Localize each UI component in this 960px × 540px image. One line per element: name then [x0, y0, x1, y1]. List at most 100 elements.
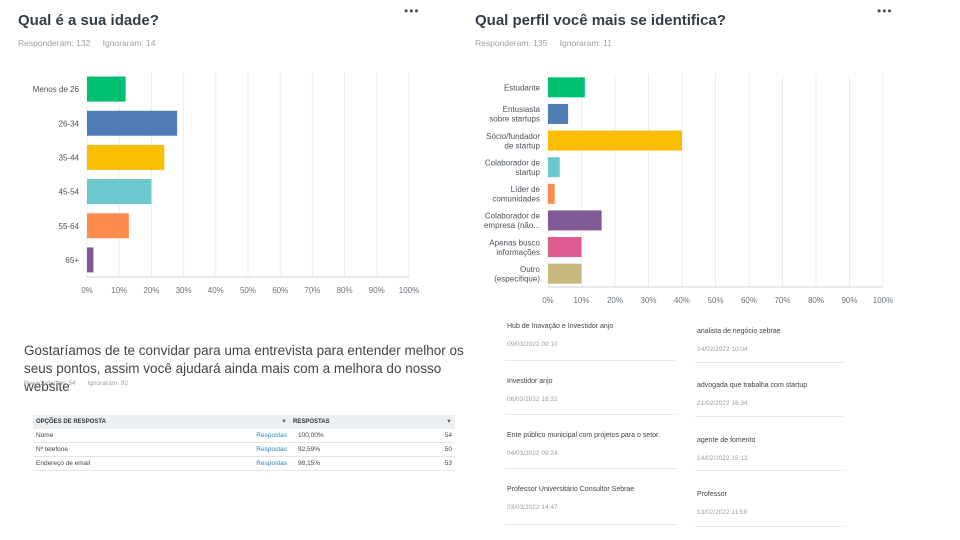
row-percent: 100,00%: [290, 429, 412, 443]
x-tick-label: 70%: [774, 296, 790, 305]
sort-caret-down-icon[interactable]: ▼: [446, 419, 452, 425]
x-tick-label: 0%: [542, 296, 554, 305]
x-tick-label: 100%: [873, 296, 893, 305]
age-chart-grid: [86, 72, 410, 278]
bar: [87, 213, 129, 239]
table-row: Nome Respostas 100,00% 54: [33, 429, 455, 443]
category-label: Sócio/fundador: [486, 132, 540, 141]
header-responses-label: RESPOSTAS: [293, 419, 330, 425]
x-tick-label: 90%: [841, 296, 857, 305]
x-tick-label: 60%: [741, 296, 757, 305]
q1-more-options-icon[interactable]: •••: [404, 4, 420, 18]
x-tick-label: 30%: [640, 296, 656, 305]
q1-title: Qual é a sua idade?: [18, 12, 159, 29]
response-divider: [695, 362, 845, 363]
x-tick-label: 80%: [337, 286, 353, 295]
q3-answered: Responderam: 54: [24, 380, 76, 387]
age-chart-x-ticks: 0% 10% 20% 30% 40% 50% 60% 70% 80% 90% 100%: [81, 286, 419, 295]
category-label: Líder de: [511, 185, 541, 194]
category-label: informações: [496, 248, 540, 257]
bar: [548, 130, 682, 151]
row-responses-link[interactable]: Respostas: [238, 442, 290, 457]
response-date: 24/02/2022 10:04: [697, 346, 748, 353]
response-divider: [505, 468, 677, 469]
x-tick-label: 10%: [573, 296, 589, 305]
x-tick-label: 70%: [304, 286, 320, 295]
bar: [548, 237, 582, 258]
bar: [548, 183, 555, 204]
row-percent: 98,15%: [290, 456, 412, 471]
response-item: advogada que trabalha com startup 21/02/…: [697, 381, 867, 407]
category-label: Menos de 26: [33, 85, 80, 94]
table-row: Endereço de email Respostas 98,15% 53: [33, 456, 455, 471]
response-item: Hub de Inovação e Investidor anjo 09/03/…: [507, 322, 677, 348]
category-label: 65+: [65, 256, 79, 265]
row-responses-link[interactable]: Respostas: [238, 456, 290, 471]
x-tick-label: 50%: [240, 286, 256, 295]
profile-chart-grid: [547, 74, 884, 288]
header-responses[interactable]: RESPOSTAS ▼: [290, 415, 455, 429]
response-date: 21/02/2022 16:34: [697, 400, 748, 407]
category-label: 45-54: [59, 188, 80, 197]
response-date: 13/02/2022 11:59: [697, 509, 748, 516]
response-text: analista de negócio sebrae: [697, 328, 781, 335]
q1-answered: Responderam: 132: [18, 38, 91, 48]
response-item: Ente público municipal com projetos para…: [507, 431, 687, 457]
bar: [87, 179, 152, 205]
age-chart-category-labels: Menos de 26 26-34 35-44 45-54 55-64 65+: [33, 85, 80, 265]
category-label: empresa (não...: [484, 221, 540, 230]
response-text: Investidor anjo: [507, 378, 553, 385]
response-divider: [505, 360, 677, 361]
bar: [87, 144, 165, 170]
response-date: 09/03/2022 09:10: [507, 341, 558, 348]
bar: [87, 247, 94, 273]
x-tick-label: 100%: [399, 286, 419, 295]
q2-answered: Responderam: 135: [475, 38, 548, 48]
q2-title: Qual perfil você mais se identifica?: [475, 12, 726, 29]
category-label: Apenas busco: [489, 238, 540, 247]
q2-more-options-icon[interactable]: •••: [877, 4, 893, 18]
response-item: agente de fomento 14/02/2022 15:13: [697, 436, 867, 462]
x-tick-label: 40%: [674, 296, 690, 305]
response-text: Professor: [697, 491, 727, 498]
x-tick-label: 80%: [808, 296, 824, 305]
q3-title: Gostaríamos de te convidar para uma entr…: [24, 343, 464, 394]
row-responses-link[interactable]: Respostas: [238, 429, 290, 443]
x-tick-label: 50%: [707, 296, 723, 305]
bar: [87, 76, 126, 102]
q3-skipped: Ignoraram: 92: [87, 380, 128, 387]
profile-chart-x-ticks: 0% 10% 20% 30% 40% 50% 60% 70% 80% 90% 100%: [542, 296, 893, 305]
response-text: advogada que trabalha com startup: [697, 382, 808, 389]
bar: [548, 157, 560, 178]
category-label: Entusiasta: [503, 105, 541, 114]
x-tick-label: 0%: [81, 286, 93, 295]
x-tick-label: 20%: [607, 296, 623, 305]
q2-skipped: Ignoraram: 11: [559, 38, 612, 48]
category-label: startup: [516, 168, 541, 177]
category-label: sobre startups: [489, 115, 540, 124]
response-item: analista de negócio sebrae 24/02/2022 10…: [697, 327, 867, 353]
q3-meta: Responderam: 54 Ignoraram: 92: [24, 380, 128, 387]
response-date: 04/03/2022 09:24: [507, 450, 558, 457]
bar: [87, 110, 178, 136]
category-label: 26-34: [59, 119, 80, 128]
x-tick-label: 90%: [369, 286, 385, 295]
category-label: comunidades: [492, 195, 540, 204]
age-chart-bars: [87, 76, 178, 273]
header-answer-options[interactable]: OPÇÕES DE RESPOSTA ▼: [33, 415, 290, 429]
sort-caret-down-icon[interactable]: ▼: [281, 419, 287, 425]
x-tick-label: 60%: [272, 286, 288, 295]
bar: [548, 263, 582, 284]
q1-meta: Responderam: 132 Ignoraram: 14: [18, 38, 156, 48]
response-date: 14/02/2022 15:13: [697, 455, 748, 462]
row-count: 54: [411, 429, 455, 443]
response-text: Hub de Inovação e Investidor anjo: [507, 323, 614, 330]
bar: [548, 103, 569, 124]
header-answer-options-label: OPÇÕES DE RESPOSTA: [36, 419, 106, 425]
row-option: Nº telefone: [33, 442, 238, 457]
row-count: 50: [411, 442, 455, 457]
response-divider: [695, 470, 845, 471]
response-item: Investidor anjo 06/03/2022 18:32: [507, 377, 677, 403]
category-label: 55-64: [59, 222, 80, 231]
